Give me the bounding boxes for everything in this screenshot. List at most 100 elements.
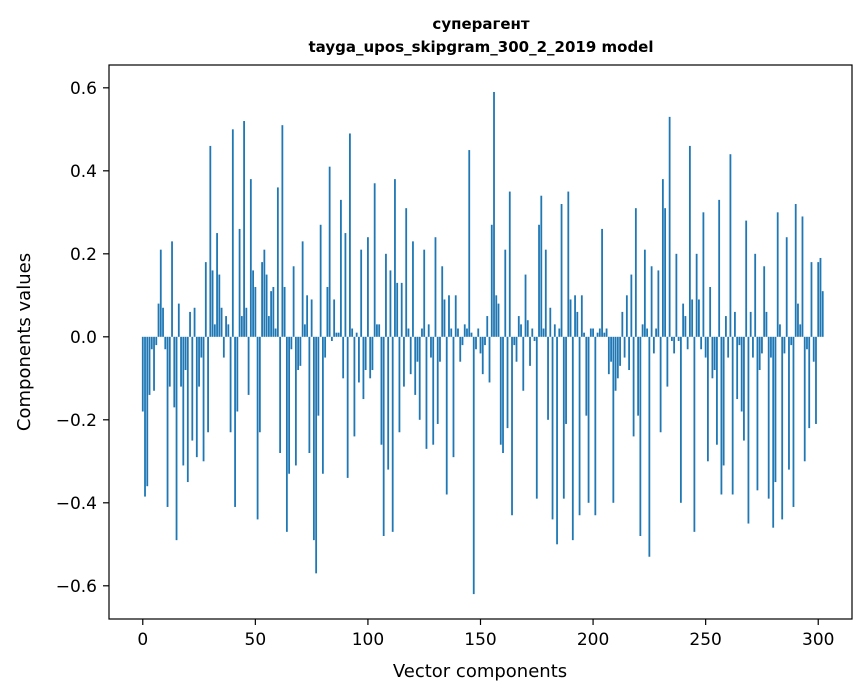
bar <box>655 328 658 337</box>
bar <box>553 324 556 337</box>
bar <box>405 208 408 337</box>
y-tick-label: −0.2 <box>56 411 97 431</box>
bar <box>585 336 588 416</box>
bar <box>625 295 628 337</box>
bar <box>679 336 682 503</box>
bar <box>756 336 759 491</box>
bar <box>349 133 351 337</box>
bar <box>157 303 160 337</box>
x-axis-label: Vector components <box>393 661 567 682</box>
bar <box>779 324 781 337</box>
bar <box>274 328 277 337</box>
bar <box>382 336 385 536</box>
bar <box>661 179 664 337</box>
bar <box>526 320 529 337</box>
bar <box>547 336 549 420</box>
bar <box>508 191 511 337</box>
bar <box>256 336 259 520</box>
bar <box>461 336 464 346</box>
bar <box>592 328 594 337</box>
bar <box>184 336 187 371</box>
bar <box>652 336 655 354</box>
bar <box>364 336 367 371</box>
bar <box>164 336 167 350</box>
bar <box>168 336 171 387</box>
bar <box>571 336 574 541</box>
bar <box>774 336 777 483</box>
bar <box>234 336 236 507</box>
bar <box>198 336 200 387</box>
bar <box>605 328 608 337</box>
bar <box>704 336 707 358</box>
bar <box>177 303 180 337</box>
bar <box>558 328 561 337</box>
bar <box>646 328 649 337</box>
bar <box>506 336 509 429</box>
bar <box>670 336 673 341</box>
bar <box>727 336 730 358</box>
bar <box>698 299 700 337</box>
bar <box>335 332 338 337</box>
bar <box>376 324 378 337</box>
bar <box>331 336 333 341</box>
bar <box>193 307 196 337</box>
bar <box>650 266 653 337</box>
bar <box>515 336 518 362</box>
bar <box>731 336 734 495</box>
bar <box>267 316 270 337</box>
bar <box>529 336 531 366</box>
bar <box>531 328 534 337</box>
bar <box>745 220 748 337</box>
bar <box>337 332 340 337</box>
bar <box>290 336 293 350</box>
bar <box>225 316 227 337</box>
bar <box>734 311 736 337</box>
bar <box>211 270 214 337</box>
bar <box>288 336 291 474</box>
bar <box>569 299 572 337</box>
bar <box>281 125 284 337</box>
bar <box>240 316 243 337</box>
bar <box>367 237 369 337</box>
bar <box>173 336 176 408</box>
bar <box>283 287 286 337</box>
bar <box>245 307 248 337</box>
bar <box>788 336 790 470</box>
bar <box>191 336 194 441</box>
bar <box>752 336 754 358</box>
bar <box>567 191 570 337</box>
bar <box>538 224 540 337</box>
bar <box>711 336 714 379</box>
bar <box>481 336 484 375</box>
bar <box>182 336 185 466</box>
bar <box>603 332 606 337</box>
bar <box>432 336 435 445</box>
bar <box>549 307 552 337</box>
bar <box>792 336 795 507</box>
bar <box>385 253 387 337</box>
bar <box>443 299 446 337</box>
bar <box>358 336 360 383</box>
bar <box>448 295 450 337</box>
bar <box>666 336 669 387</box>
bar <box>340 199 342 337</box>
bar <box>227 324 230 337</box>
bar <box>207 336 209 433</box>
bar <box>772 336 775 528</box>
bar <box>459 336 462 362</box>
bar <box>306 295 309 337</box>
bar <box>342 336 345 379</box>
bar <box>776 212 779 337</box>
bar <box>204 262 207 337</box>
bar <box>736 336 739 400</box>
bar <box>556 336 558 545</box>
x-tick-label: 300 <box>802 630 834 650</box>
bar <box>418 336 421 420</box>
bar <box>312 336 315 541</box>
bar <box>285 336 288 532</box>
x-tick-label: 50 <box>245 630 267 650</box>
bar <box>783 336 786 354</box>
bar <box>648 336 651 557</box>
bar <box>560 204 563 337</box>
bar <box>524 274 527 337</box>
